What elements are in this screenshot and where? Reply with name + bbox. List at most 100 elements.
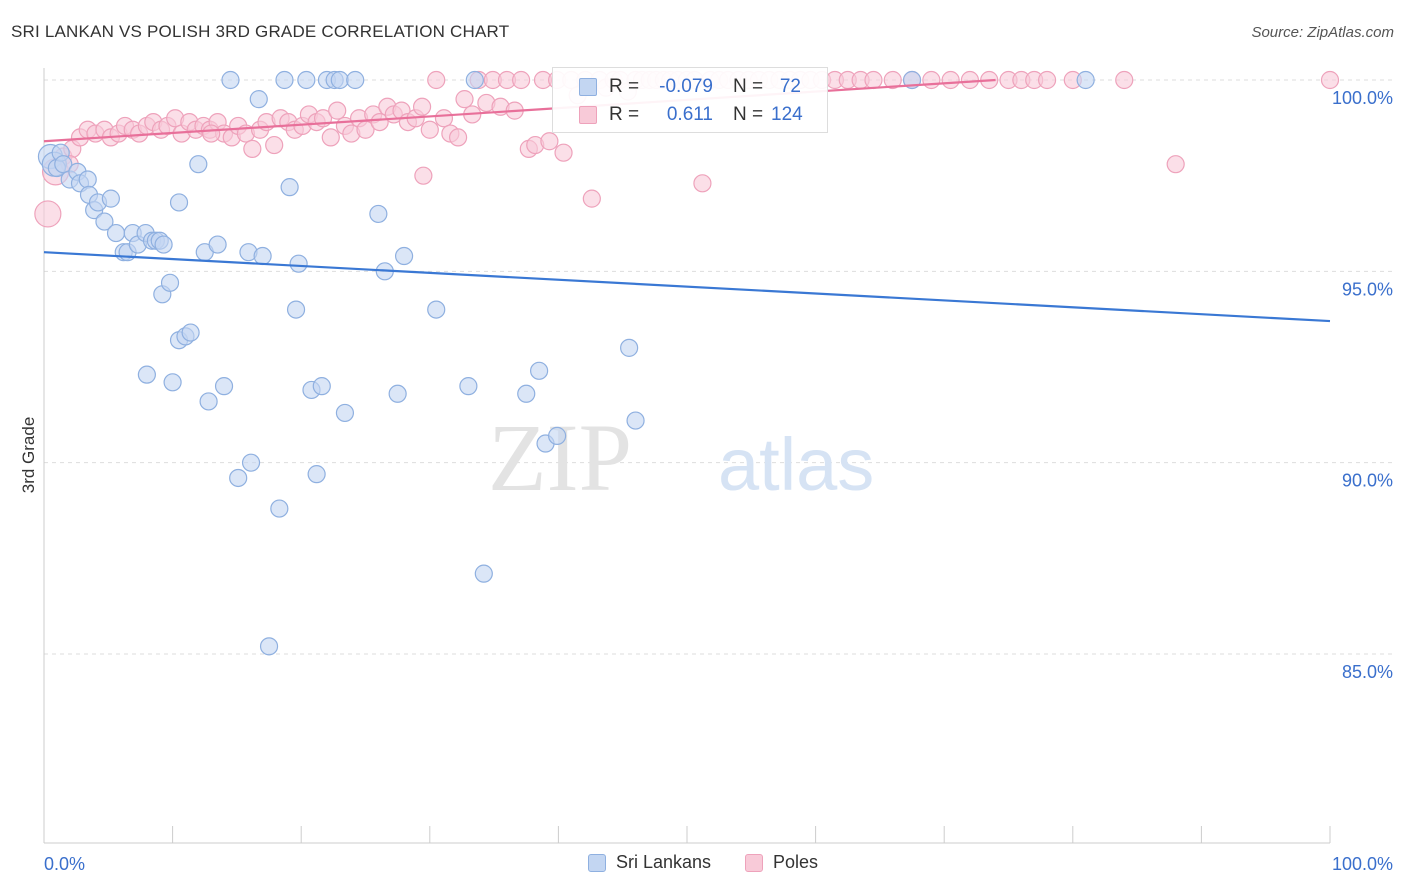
sri-lankan-point [427, 300, 446, 319]
sri-lankan-point [259, 637, 279, 656]
sri-lankan-point [154, 235, 173, 254]
watermark-atlas: atlas [718, 423, 874, 506]
legend-swatch-blue [587, 853, 606, 872]
sri-lankan-point [307, 465, 326, 484]
sri-lankan-point [388, 384, 407, 403]
sri-lankan-point [530, 361, 549, 380]
trend-layer [43, 78, 1331, 323]
pole-point [883, 70, 902, 90]
pole-point [922, 70, 941, 90]
pole-point [328, 101, 347, 120]
sri-lankan-point [95, 212, 114, 231]
sri-lankan-point [160, 273, 180, 292]
r-label: R = [609, 104, 640, 125]
sri-lankan-point [106, 223, 126, 243]
pole-point [202, 124, 221, 143]
n-label: N = [733, 76, 764, 97]
pole-point [412, 97, 432, 116]
sri-lankan-point [280, 178, 299, 197]
sri-lankan-point [241, 453, 261, 472]
r-label: R = [609, 76, 640, 97]
pole-point [1320, 70, 1340, 90]
legend-item-poles[interactable]: Poles [745, 852, 818, 873]
chart-title: SRI LANKAN VS POLISH 3RD GRADE CORRELATI… [11, 22, 510, 41]
sri-lankan-point [221, 70, 240, 90]
pole-point [512, 70, 531, 90]
pole-point [864, 70, 883, 90]
pole-point [540, 132, 559, 151]
r-value: 0.611 [666, 104, 713, 125]
sri-lankan-point [249, 90, 268, 109]
pole-point [455, 90, 474, 109]
sri-lankan-point [465, 70, 484, 90]
pole-point [448, 128, 468, 147]
stats-box: R = -0.079 N = 72 R = 0.611 N = 124 [552, 67, 828, 133]
sri-lankan-point [620, 338, 639, 357]
pole-point [582, 189, 601, 208]
pole-point [1037, 70, 1057, 90]
legend-label: Poles [773, 852, 819, 872]
y-tick-label: 90.0% [1342, 471, 1393, 491]
sri-lankan-point [229, 468, 248, 488]
sri-lankan-point [270, 499, 289, 518]
sri-lankan-point [289, 254, 308, 273]
sri-lankan-point [369, 204, 388, 224]
sri-lankan-point [199, 392, 218, 411]
sri-lankan-point [517, 384, 536, 403]
trend-line-poles [43, 78, 996, 143]
chart-legend: Sri Lankans Poles [0, 852, 1406, 873]
stats-swatch-pink [579, 106, 597, 124]
r-value: -0.079 [659, 76, 713, 97]
sri-lankan-point [346, 70, 365, 90]
pole-point [321, 128, 340, 147]
n-value: 72 [779, 76, 801, 97]
y-tick-label: 100.0% [1332, 88, 1393, 108]
sri-lankan-point [189, 155, 208, 174]
sri-lankan-point [1076, 70, 1095, 90]
stats-row-sri-lankans: R = -0.079 N = 72 [553, 72, 827, 102]
pole-point [693, 174, 712, 193]
pole-point [370, 112, 389, 132]
sri-lankan-point [137, 365, 156, 384]
labels-layer: 100.0% 95.0% 90.0% 85.0% 0.0% 100.0% 3rd Grade [19, 88, 1393, 874]
sri-lankan-point [163, 373, 182, 392]
sri-lankan-point [253, 246, 272, 266]
source-label: Source: ZipAtlas.com [1251, 24, 1394, 41]
sri-lankan-point [214, 377, 234, 396]
sri-lankan-point [297, 70, 316, 90]
sri-lankan-point [275, 70, 294, 90]
sri-lankan-point [330, 70, 349, 90]
sri-lankan-point [335, 403, 355, 423]
sri-lankan-point [548, 426, 567, 445]
y-tick-label: 95.0% [1342, 279, 1393, 299]
sri-lankan-point [169, 193, 189, 212]
sri-lankan-point [394, 246, 414, 266]
sri-lankan-point [312, 377, 331, 396]
sri-lankan-point [459, 377, 478, 396]
legend-item-sri-lankans[interactable]: Sri Lankans [587, 852, 712, 873]
x-tick-label: 0.0% [44, 854, 85, 874]
stats-row-poles: R = 0.611 N = 124 [553, 100, 827, 130]
legend-label: Sri Lankans [615, 852, 712, 872]
sri-lankan-point [54, 155, 73, 174]
sri-lankan-point [474, 564, 493, 583]
pole-point [960, 70, 980, 90]
pole-point [265, 135, 284, 155]
pole-point [1166, 155, 1185, 174]
pole-point [554, 143, 573, 162]
pole-point [34, 200, 62, 228]
sri-lankan-point [286, 300, 306, 319]
pole-point [427, 70, 446, 90]
pole-point [243, 139, 262, 158]
grid-layer [44, 79, 1392, 655]
trend-line-sri-lankans [43, 251, 1331, 323]
points-layer [34, 70, 1340, 656]
sri-lankan-point [626, 411, 645, 430]
legend-swatch-pink [745, 853, 764, 872]
watermark: ZIP atlas [488, 404, 874, 511]
sri-lankan-point [101, 189, 120, 208]
watermark-zip: ZIP [488, 404, 632, 511]
sri-lankan-point [181, 323, 200, 342]
sri-lankan-point [208, 235, 227, 254]
